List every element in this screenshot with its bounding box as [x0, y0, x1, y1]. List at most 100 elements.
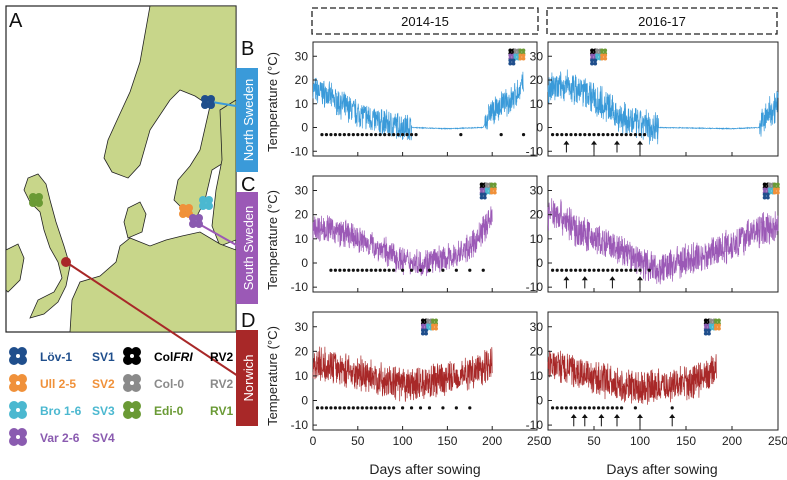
sowing-dot	[374, 133, 378, 137]
sowing-dot	[401, 133, 405, 137]
xlabel-2014: Days after sowing	[369, 461, 480, 477]
site-marker-lov	[201, 95, 215, 109]
flower-icon	[703, 328, 711, 336]
sowing-dot	[555, 406, 559, 410]
sowing-dot	[560, 268, 564, 272]
x-tick-label: 50	[587, 434, 601, 448]
sowing-dot	[606, 133, 610, 137]
sowing-dot	[383, 133, 387, 137]
sowing-dot	[615, 133, 619, 137]
legend-item: Ull 2-5 SV2	[9, 374, 115, 392]
sowing-dot	[551, 133, 555, 137]
sowing-dot	[624, 133, 628, 137]
flower-icon	[430, 323, 438, 331]
sowing-dot	[418, 406, 423, 410]
y-tick-label: 20	[295, 344, 309, 358]
flowering-markers	[590, 48, 608, 66]
sowing-dot	[560, 133, 564, 137]
legend-item: Var 2-6 SV4	[9, 428, 115, 446]
sowing-dot	[606, 268, 610, 272]
sowing-dot	[329, 406, 333, 410]
sowing-dot	[374, 406, 378, 410]
sowing-dot	[564, 133, 569, 137]
flower-icon	[772, 187, 780, 195]
y-tick-label: 10	[530, 232, 544, 246]
x-tick-label: 0	[310, 434, 317, 448]
sowing-dot	[670, 406, 674, 410]
legend-name: Ull 2-5	[40, 377, 76, 391]
x-tick-label: 0	[545, 434, 552, 448]
y-tick-label: -10	[526, 280, 544, 294]
sowing-dot	[468, 406, 472, 410]
norwich-connector	[65, 261, 239, 377]
arrow-marker	[614, 140, 620, 153]
sowing-dot	[392, 268, 396, 272]
sowing-dot	[418, 268, 423, 272]
chart-south-2016-17: -10 0 10 20 30	[526, 175, 780, 294]
flowering-markers	[508, 48, 526, 66]
ylabel-norwich: Temperature (°C)	[265, 326, 280, 426]
sowing-dot	[583, 268, 587, 272]
y-tick-label: 0	[536, 256, 543, 270]
sowing-dot	[383, 406, 387, 410]
sowing-dot	[583, 406, 587, 410]
sowing-dot	[360, 133, 364, 137]
sowing-dot	[647, 268, 651, 272]
map-panel	[5, 5, 239, 377]
sowing-dot	[633, 406, 638, 410]
legend-code: SV2	[92, 377, 115, 391]
legend-name: Bro 1-6	[40, 404, 82, 418]
sowing-dot	[574, 268, 578, 272]
legend-item: ColFRI RV2	[123, 347, 233, 365]
temperature-series	[547, 350, 717, 405]
sowing-dot	[601, 406, 605, 410]
sowing-dot	[356, 268, 360, 272]
xlabel-2016: Days after sowing	[606, 461, 717, 477]
flowering-markers	[479, 182, 497, 200]
legend-name: Var 2-6	[40, 431, 80, 445]
sowing-dot	[555, 268, 559, 272]
sowing-dot	[369, 406, 373, 410]
y-tick-label: 10	[295, 97, 309, 111]
sowing-dot	[587, 406, 592, 410]
legend-code: RV2	[210, 377, 233, 391]
flower-icon	[489, 187, 497, 195]
sowing-dot	[633, 133, 638, 137]
legend-name: Edi-0	[154, 404, 184, 418]
sowing-dot	[324, 133, 329, 137]
sowing-dot	[347, 133, 351, 137]
y-tick-label: 30	[530, 184, 544, 198]
sowing-dot	[414, 133, 418, 137]
x-tick-label: 200	[722, 434, 742, 448]
flower-icon	[9, 374, 27, 392]
y-tick-label: 10	[295, 232, 309, 246]
x-tick-label: 250	[527, 434, 547, 448]
sowing-dot	[610, 268, 615, 272]
period-label-2016: 2016-17	[638, 14, 686, 29]
sowing-dot	[597, 406, 601, 410]
legend-code: SV4	[92, 431, 115, 445]
arrow-marker	[637, 140, 643, 153]
panel-letter-a: A	[9, 10, 23, 32]
sowing-dot	[409, 133, 414, 137]
sowing-dot	[624, 268, 628, 272]
flower-icon	[713, 323, 721, 331]
temperature-series	[312, 346, 493, 402]
sowing-dot	[365, 406, 369, 410]
sowing-dot	[610, 133, 615, 137]
period-box-2014	[311, 7, 539, 35]
sowing-dot	[396, 133, 400, 137]
flower-icon	[123, 347, 141, 365]
x-tick-label: 150	[437, 434, 457, 448]
sowing-dot	[499, 133, 503, 137]
panel-letter-d: D	[241, 310, 255, 332]
sowing-dot	[342, 406, 346, 410]
sowing-dot	[329, 133, 333, 137]
region-label-north: North Sweden	[236, 68, 258, 172]
flower-icon	[123, 374, 141, 392]
map-landmass	[6, 6, 236, 332]
sowing-dot	[551, 268, 555, 272]
arrow-marker	[563, 140, 570, 153]
sowing-dot	[564, 406, 569, 410]
